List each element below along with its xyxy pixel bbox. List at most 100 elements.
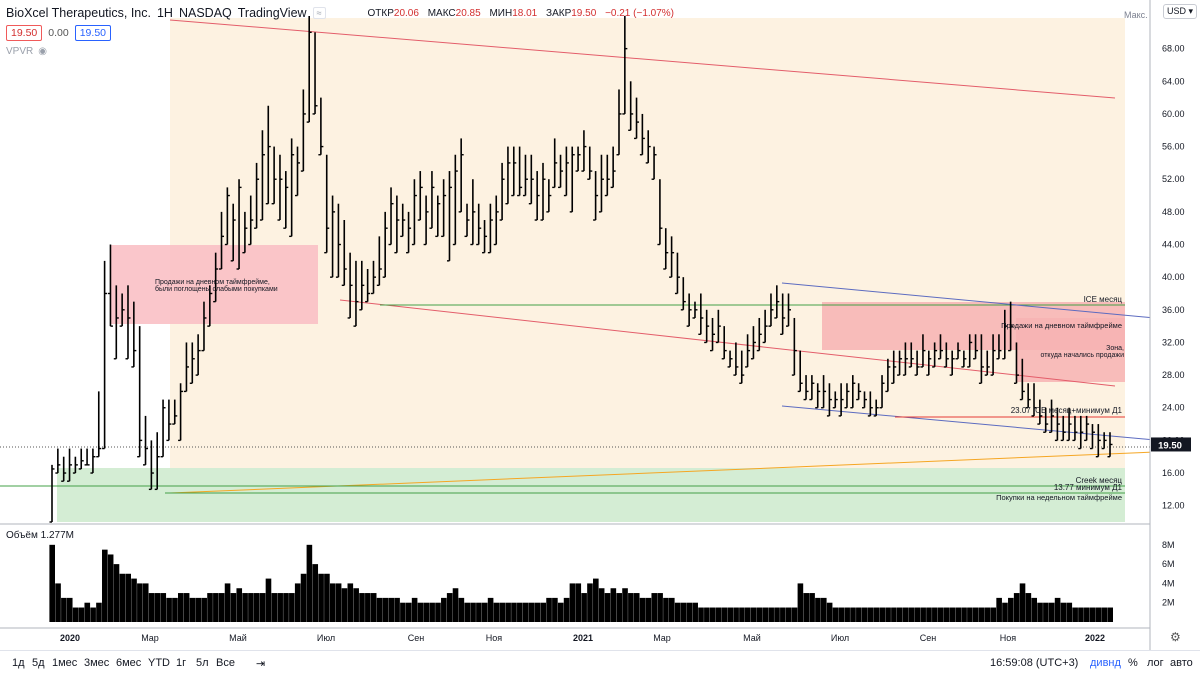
timeframe-4[interactable]: 6мес (116, 657, 142, 669)
time-tick-0: 2020 (60, 633, 80, 643)
price-bar (867, 391, 873, 417)
annot-ice-month: ICE месяц (1084, 295, 1123, 304)
price-bar (634, 97, 640, 140)
log-toggle[interactable]: лог (1147, 657, 1164, 669)
price-bar (715, 309, 721, 344)
volume-bar (78, 607, 85, 622)
price-bar (838, 383, 844, 417)
volume-bar (172, 597, 178, 622)
volume-bar (803, 593, 810, 622)
price-chart[interactable]: Продажи на дневном таймфрейме,были погло… (0, 0, 1200, 650)
time-tick-12: 2022 (1085, 633, 1105, 643)
volume-bar (119, 573, 126, 622)
vpvr-indicator[interactable]: VPVR ◉ (6, 46, 47, 57)
timeframe-5[interactable]: YTD (148, 657, 170, 669)
price-tick-9: 48.00 (1162, 207, 1185, 217)
price-bar (762, 309, 768, 344)
price-bar (885, 358, 891, 393)
bid-pill[interactable]: 19.50 (6, 25, 43, 41)
price-bar (1101, 432, 1107, 450)
eye-off-icon[interactable]: ◉ (38, 46, 47, 57)
platform-label: TradingView (237, 6, 307, 20)
volume-bar (920, 607, 926, 622)
price-bar (587, 146, 593, 180)
volume-bar (932, 607, 938, 622)
date-range-icon[interactable]: ⇥ (256, 658, 266, 670)
volume-bar (744, 607, 751, 622)
auto-toggle[interactable]: авто (1170, 657, 1193, 669)
price-bar (347, 252, 353, 319)
percent-toggle[interactable]: % (1128, 657, 1138, 669)
volume-bar (949, 607, 956, 622)
volume-bar (318, 573, 324, 622)
compare-chip-icon[interactable]: ≈ (312, 7, 326, 19)
timeframe-0[interactable]: 1д (12, 657, 25, 669)
volume-bar (481, 602, 488, 622)
volume-bar (166, 597, 172, 622)
price-bar (446, 171, 452, 262)
price-bar (978, 334, 984, 384)
price-bar (821, 375, 827, 409)
price-bar (470, 179, 476, 246)
ask-pill[interactable]: 19.50 (74, 25, 111, 41)
volume-bar (1089, 607, 1096, 622)
sell-start-zone (1016, 318, 1125, 382)
price-bar (452, 154, 458, 246)
price-bar (55, 448, 61, 474)
price-bar (1002, 309, 1008, 360)
price-tick-10: 52.00 (1162, 174, 1185, 184)
price-bar (861, 391, 867, 409)
price-bar (72, 456, 78, 474)
interval-label[interactable]: 1H (156, 6, 173, 20)
price-bar (1013, 342, 1019, 384)
price-bar (575, 146, 581, 172)
volume-bar (72, 607, 79, 622)
price-tick-11: 56.00 (1162, 142, 1185, 152)
time-tick-6: 2021 (573, 633, 593, 643)
symbol-name[interactable]: BioXcel Therapeutics, Inc. (6, 6, 151, 20)
volume-bar (1013, 593, 1020, 622)
volume-bar (1084, 607, 1090, 622)
volume-bar (253, 593, 260, 622)
price-bar (411, 179, 417, 246)
price-bar (1089, 424, 1095, 450)
price-bar (897, 350, 903, 376)
volume-bar (131, 578, 137, 622)
price-bar (318, 97, 324, 156)
volume-bar (581, 593, 587, 622)
volume-bar (213, 593, 219, 622)
price-tick-0: 12.00 (1162, 501, 1185, 511)
volume-bar (727, 607, 734, 622)
volume-bar (569, 583, 576, 622)
volume-bar (540, 602, 547, 622)
volume-bar (382, 597, 389, 622)
price-bar (435, 195, 441, 238)
dividend-toggle[interactable]: дивнд (1090, 657, 1121, 669)
volume-bar (517, 602, 523, 622)
price-bar (926, 350, 932, 376)
currency-selector[interactable]: USD ▾ (1163, 4, 1198, 19)
volume-legend: Объём 1.277M (6, 530, 75, 541)
timeframe-6[interactable]: 1г (176, 657, 187, 669)
volume-bar (300, 573, 307, 622)
price-bar (213, 252, 219, 303)
timeframe-3[interactable]: 3мес (84, 657, 110, 669)
volume-bar (446, 593, 453, 622)
timeframe-7[interactable]: 5л (196, 657, 209, 669)
clock[interactable]: 16:59:08 (UTC+3) (990, 657, 1079, 669)
timeframe-8[interactable]: Все (216, 657, 235, 669)
volume-bar (838, 607, 845, 622)
volume-bar (107, 554, 114, 622)
price-bar (406, 211, 412, 254)
timeframe-1[interactable]: 5д (32, 657, 45, 669)
price-bar (780, 293, 786, 335)
price-bar (955, 342, 961, 360)
volume-bar (896, 607, 903, 622)
timeframe-2[interactable]: 1мес (52, 657, 78, 669)
price-axis-panel (1150, 0, 1200, 650)
price-bar (663, 228, 669, 270)
volume-bar (55, 583, 61, 622)
volume-bar (1002, 602, 1008, 622)
settings-gear-icon[interactable]: ⚙ (1170, 630, 1181, 644)
volume-bar (762, 607, 769, 622)
